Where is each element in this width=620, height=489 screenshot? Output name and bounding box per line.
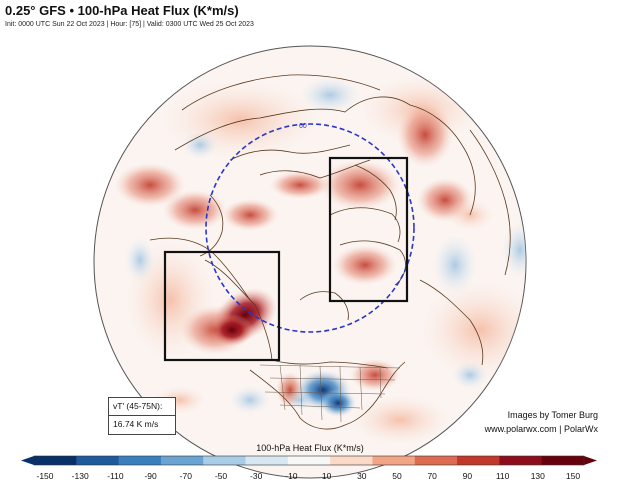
colorbar-segment xyxy=(118,456,162,465)
colorbar-segment xyxy=(499,456,543,465)
colorbar-tick-label: 90 xyxy=(462,471,473,481)
colorbar-tick-label: -130 xyxy=(71,471,89,481)
box-western-north-america xyxy=(163,250,281,362)
colorbar-segment xyxy=(330,456,373,465)
credit-author: Images by Tomer Burg xyxy=(507,410,598,420)
colorbar-segment xyxy=(457,456,500,465)
run-info: Init: 0000 UTC Sun 22 Oct 2023 | Hour: [… xyxy=(5,21,254,28)
colorbar-segment xyxy=(34,456,77,465)
page-title: 0.25° GFS • 100-hPa Heat Flux (K*m/s) xyxy=(5,3,239,18)
latitude-label: 60 xyxy=(299,123,307,130)
colorbar-segment xyxy=(76,456,120,465)
colorbar-segment xyxy=(372,456,416,465)
colorbar-tick-label: -110 xyxy=(107,471,124,481)
heat-flux-field xyxy=(115,74,526,445)
colorbar-tick-label: -50 xyxy=(214,471,228,481)
latitude-circle-60n xyxy=(205,123,415,333)
stat-value: 16.74 K m/s xyxy=(113,419,159,429)
colorbar xyxy=(21,455,597,466)
colorbar-tick-label: -90 xyxy=(144,471,157,481)
colorbar-segment xyxy=(160,456,204,465)
colorbar-tick-label: 110 xyxy=(495,471,510,481)
colorbar-segment xyxy=(414,456,458,465)
box-siberia xyxy=(328,156,409,303)
colorbar-tick-label: 10 xyxy=(321,471,332,481)
stat-label: vT' (45-75N): xyxy=(113,401,163,411)
coastlines xyxy=(149,74,511,430)
colorbar-tick-label: -150 xyxy=(36,471,54,481)
colorbar-segment xyxy=(245,456,289,465)
colorbar-tick-label: 30 xyxy=(357,471,367,481)
stat-box: vT' (45-75N): 16.74 K m/s xyxy=(108,397,176,435)
credit-website: www.polarwx.com | PolarWx xyxy=(484,424,598,434)
colorbar-tick-label: -70 xyxy=(179,471,192,481)
colorbar-tick-label: 130 xyxy=(530,471,545,481)
colorbar-tick-label: 50 xyxy=(392,471,402,481)
colorbar-segment xyxy=(287,456,331,465)
colorbar-outline xyxy=(33,455,585,466)
stat-divider xyxy=(109,415,175,416)
image-credit: Images by Tomer Burg www.polarwx.com | P… xyxy=(485,408,598,436)
colorbar-tick-label: 150 xyxy=(565,471,581,481)
colorbar-extend-min xyxy=(21,456,34,465)
colorbar-extend-max xyxy=(584,456,597,465)
borders xyxy=(259,364,401,423)
colorbar-tick-label: -30 xyxy=(250,471,263,481)
colorbar-segment xyxy=(203,456,247,465)
colorbar-tick-label: 70 xyxy=(427,471,437,481)
colorbar-segment xyxy=(541,456,585,465)
colorbar-tick-label: -10 xyxy=(285,471,298,481)
colorbar-title: 100-hPa Heat Flux (K*m/s) xyxy=(256,443,364,453)
